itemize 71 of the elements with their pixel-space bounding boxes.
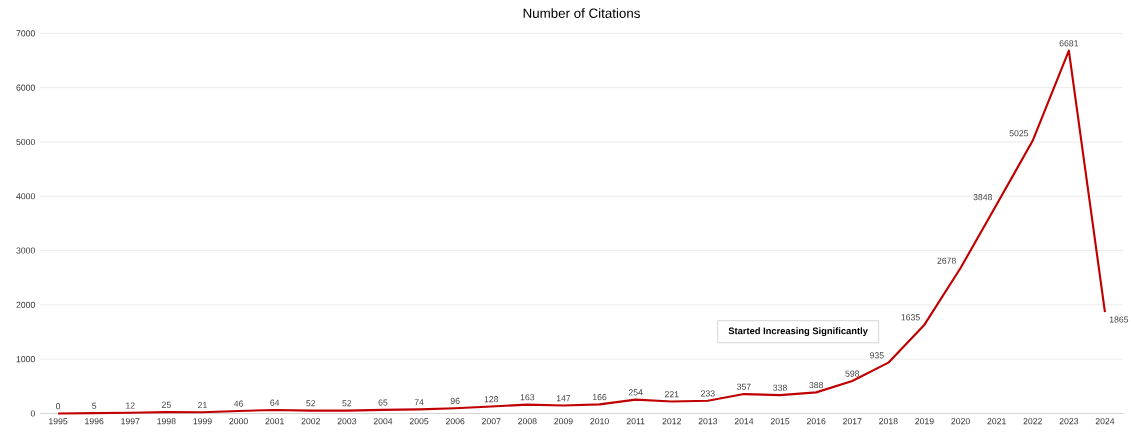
x-tick-label: 1996 — [85, 417, 104, 425]
data-label: 598 — [845, 370, 860, 377]
data-label: 338 — [773, 384, 787, 391]
x-tick-label: 2002 — [301, 417, 320, 425]
line-series — [57, 49, 1107, 415]
y-tick-label: 2000 — [16, 301, 35, 308]
x-tick-label: 2000 — [229, 417, 248, 425]
x-tick-label: 1995 — [49, 417, 68, 425]
data-label: 2678 — [937, 257, 956, 264]
x-tick-label: 2023 — [1059, 417, 1079, 425]
x-tick-label: 2013 — [698, 417, 718, 425]
data-label: 25 — [161, 401, 171, 408]
x-tick-label: 2020 — [951, 417, 970, 425]
data-label: 0 — [55, 402, 61, 409]
x-tick-label: 1997 — [121, 417, 140, 425]
y-tick-label: 4000 — [16, 192, 35, 200]
data-label: 254 — [628, 389, 643, 396]
x-tick-label: 2007 — [482, 417, 501, 425]
data-label: 166 — [593, 393, 607, 400]
data-label: 64 — [270, 399, 280, 406]
y-tick-label: 0 — [30, 410, 35, 417]
data-label: 935 — [870, 352, 884, 359]
x-tick-label: 2019 — [915, 417, 934, 425]
x-tick-label: 2008 — [518, 417, 537, 425]
data-label: 1865 — [1109, 316, 1129, 323]
y-tick-label: 5000 — [16, 138, 35, 145]
x-tick-label: 2018 — [879, 417, 898, 425]
x-tick-label: 2004 — [373, 417, 393, 425]
x-tick-label: 2001 — [265, 417, 284, 425]
x-tick-label: 2009 — [554, 417, 573, 425]
annotation: Started Increasing Significantly — [728, 327, 868, 336]
data-label: 388 — [809, 381, 823, 388]
x-tick-label: 2016 — [806, 417, 826, 425]
data-label: 52 — [306, 400, 316, 407]
x-tick-label: 2010 — [590, 417, 609, 425]
data-label: 3848 — [973, 193, 992, 201]
x-tick-label: 2003 — [337, 417, 357, 425]
data-label: 96 — [450, 397, 460, 404]
data-label: 5 — [92, 402, 97, 409]
data-label: 233 — [701, 390, 715, 397]
data-label: 65 — [378, 399, 388, 406]
data-label: 357 — [737, 383, 751, 390]
x-tick-label: 1999 — [193, 417, 212, 425]
y-tick-label: 3000 — [16, 247, 35, 254]
x-tick-label: 2014 — [734, 417, 754, 425]
data-label: 163 — [520, 393, 535, 401]
x-tick-label: 2015 — [770, 417, 790, 425]
data-label: 12 — [126, 402, 135, 409]
data-label: 221 — [664, 390, 679, 397]
data-label: 147 — [556, 395, 571, 401]
data-label: 46 — [233, 400, 243, 407]
data-label: 74 — [414, 398, 424, 405]
x-tick-label: 2021 — [987, 417, 1006, 425]
x-tick-label: 2011 — [626, 417, 645, 425]
y-tick-label: 7000 — [16, 30, 35, 37]
data-label: 52 — [342, 400, 352, 407]
data-label: 1635 — [901, 314, 920, 321]
x-tick-label: 2024 — [1095, 417, 1115, 425]
x-tick-label: 2017 — [843, 417, 862, 425]
y-tick-label: 6000 — [16, 84, 35, 91]
x-tick-label: 1998 — [157, 417, 176, 425]
data-label: 5025 — [1009, 129, 1029, 137]
data-label: 21 — [198, 401, 207, 408]
data-label: 6681 — [1059, 40, 1079, 47]
y-tick-label: 1000 — [16, 355, 35, 362]
data-label: 128 — [484, 395, 499, 403]
x-tick-label: 2005 — [409, 417, 429, 425]
x-tick-label: 2022 — [1023, 417, 1042, 425]
x-tick-label: 2012 — [662, 417, 681, 425]
chart-title: Number of Citations — [523, 7, 640, 18]
x-tick-label: 2006 — [445, 417, 465, 425]
